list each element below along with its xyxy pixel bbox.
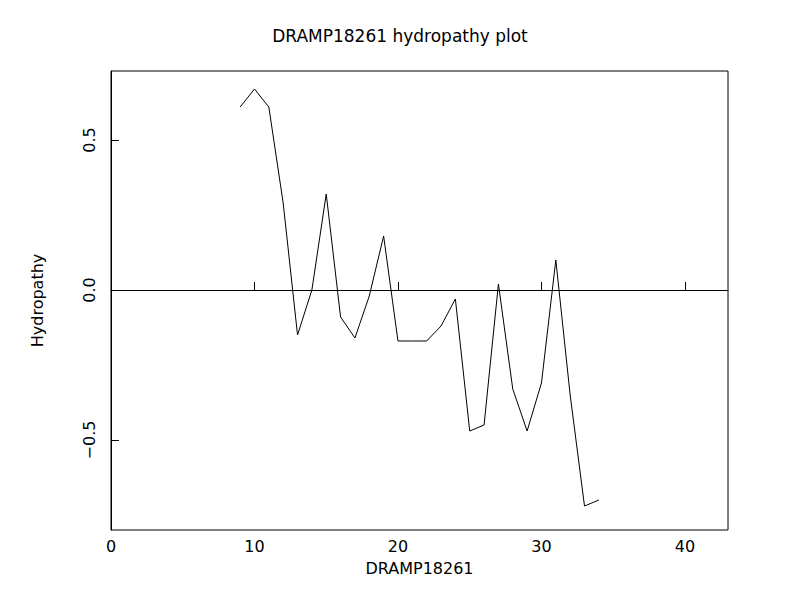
svg-text:Hydropathy: Hydropathy: [28, 254, 47, 348]
svg-text:40: 40: [675, 537, 695, 556]
svg-text:10: 10: [244, 537, 264, 556]
svg-text:0.5: 0.5: [80, 127, 99, 152]
svg-text:30: 30: [531, 537, 551, 556]
svg-text:0.0: 0.0: [80, 277, 99, 302]
svg-text:DRAMP18261 hydropathy plot: DRAMP18261 hydropathy plot: [272, 26, 528, 46]
svg-text:−0.5: −0.5: [80, 421, 99, 460]
svg-text:20: 20: [388, 537, 408, 556]
svg-text:DRAMP18261: DRAMP18261: [365, 559, 473, 578]
svg-text:0: 0: [106, 537, 116, 556]
